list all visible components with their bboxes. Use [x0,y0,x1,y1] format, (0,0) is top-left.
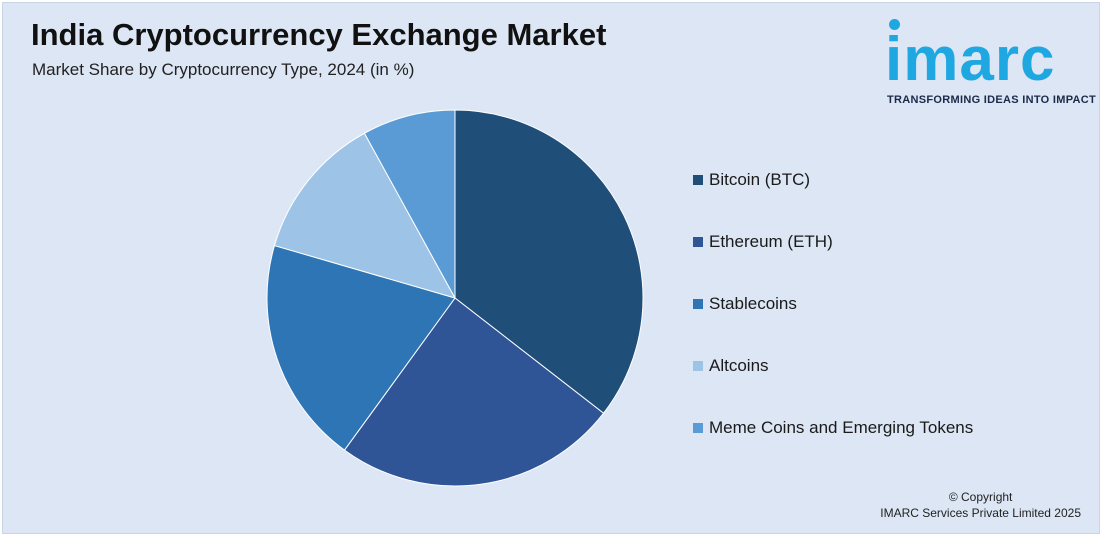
legend-label: Bitcoin (BTC) [709,170,811,189]
pie-slice-altcoins [273,132,457,299]
legend-label: Stablecoins [709,294,797,313]
legend-swatch [693,423,703,433]
logo-dot-icon [889,19,900,30]
legend-swatch [693,299,703,309]
legend-item: Bitcoin (BTC) [693,169,973,191]
copyright-notice: © Copyright IMARC Services Private Limit… [880,489,1081,521]
legend-item: Altcoins [693,355,973,377]
copyright-line-2: IMARC Services Private Limited 2025 [880,506,1081,520]
chart-subtitle: Market Share by Cryptocurrency Type, 202… [32,60,415,79]
logo-tagline: TRANSFORMING IDEAS INTO IMPACT [887,94,1097,106]
logo-wordmark: imarc [885,25,1056,94]
legend-label: Altcoins [709,356,769,375]
legend-swatch [693,175,703,185]
legend-item: Meme Coins and Emerging Tokens [693,417,973,439]
pie-chart [266,109,644,487]
pie-slice-ethereum-eth [343,297,605,487]
pie-slice-meme-coins-and-emerging-tokens [363,109,456,299]
legend-item: Stablecoins [693,293,973,315]
legend-swatch [693,361,703,371]
legend-label: Meme Coins and Emerging Tokens [709,418,974,437]
imarc-logo: imarc TRANSFORMING IDEAS INTO IMPACT [885,15,1097,110]
pie-slice-stablecoins [266,244,456,451]
legend-item: Ethereum (ETH) [693,231,973,253]
copyright-line-1: © Copyright [948,490,1013,504]
legend-swatch [693,237,703,247]
legend-label: Ethereum (ETH) [709,232,833,251]
chart-title: India Cryptocurrency Exchange Market [31,17,607,52]
chart-legend: Bitcoin (BTC) Ethereum (ETH) Stablecoins Al… [693,169,973,479]
pie-slice-bitcoin-btc [454,109,644,414]
